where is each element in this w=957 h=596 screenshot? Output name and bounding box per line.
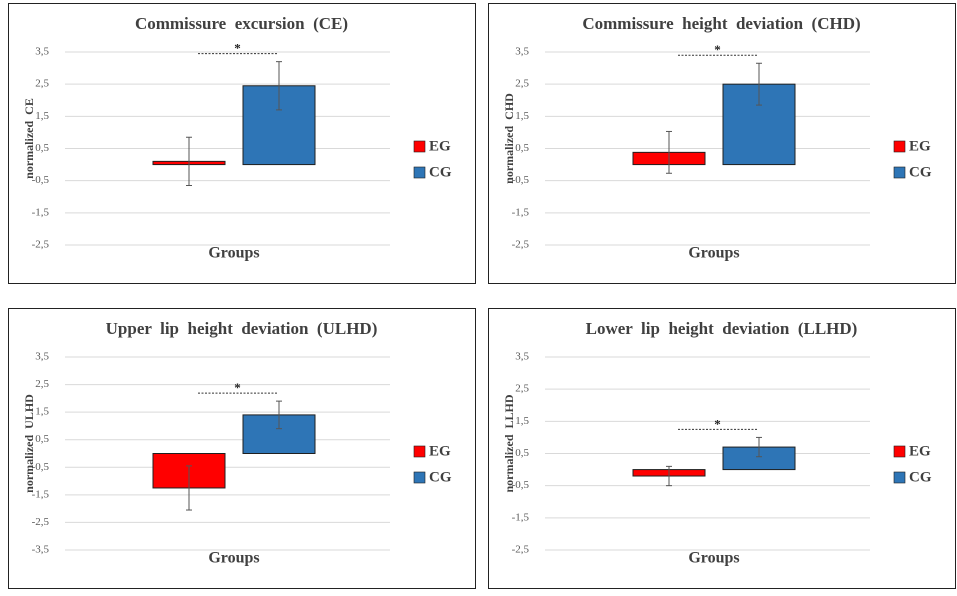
legend-swatch — [413, 471, 426, 484]
y-tick-label: 2,5 — [35, 78, 49, 90]
significance-star: * — [714, 416, 721, 431]
legend-swatch — [893, 445, 906, 458]
y-tick-label: -0,5 — [32, 174, 50, 186]
error-bar — [276, 61, 282, 111]
y-tick-label: -2,5 — [512, 544, 530, 556]
chart-panel: Commissure height deviation (CHD) 3,5 2,5 1… — [488, 3, 956, 284]
legend-swatch — [893, 471, 906, 484]
y-tick-label: 1,5 — [35, 406, 49, 418]
x-axis-label: Groups — [688, 550, 739, 567]
y-tick-label: 0,5 — [35, 142, 49, 154]
significance-star: * — [234, 380, 241, 395]
y-tick-label: 1,5 — [35, 110, 49, 122]
error-bar — [276, 400, 282, 430]
legend-label: EG — [429, 138, 451, 154]
y-tick-label: -2,5 — [32, 516, 50, 528]
y-tick-label: 3,5 — [515, 46, 529, 58]
chart-title: Lower lip height deviation (LLHD) — [586, 319, 858, 338]
legend-label: EG — [909, 443, 931, 459]
legend-label: CG — [909, 469, 932, 485]
y-axis-label: normalized LLHD — [502, 394, 516, 492]
panel-border — [488, 308, 956, 589]
y-tick-label: -1,5 — [32, 206, 50, 218]
error-bar — [186, 136, 192, 186]
y-tick-label: 2,5 — [35, 378, 49, 390]
y-axis-label: normalized CE — [22, 98, 36, 179]
chart-panel: Upper lip height deviation (ULHD) 3,5 2,5 1… — [8, 308, 476, 589]
panel-border — [8, 3, 476, 284]
legend-swatch — [413, 166, 426, 179]
y-tick-label: -0,5 — [512, 479, 530, 491]
y-tick-label: 2,5 — [515, 383, 529, 395]
legend-swatch — [413, 140, 426, 153]
y-axis-label: normalized CHD — [502, 93, 516, 184]
y-tick-label: 3,5 — [515, 351, 529, 363]
y-tick-label: 3,5 — [35, 46, 49, 58]
legend-label: CG — [909, 164, 932, 180]
y-tick-label: -2,5 — [32, 239, 50, 251]
x-axis-label: Groups — [688, 245, 739, 262]
x-axis-label: Groups — [208, 245, 259, 262]
error-bar — [666, 130, 672, 174]
significance-star: * — [234, 41, 241, 56]
y-tick-label: -2,5 — [512, 239, 530, 251]
y-tick-label: 1,5 — [515, 415, 529, 427]
error-bar — [756, 62, 762, 106]
y-tick-label: -0,5 — [512, 174, 530, 186]
legend-swatch — [413, 445, 426, 458]
legend-label: EG — [909, 138, 931, 154]
y-axis-label: normalized ULHD — [22, 394, 36, 493]
chart-title: Upper lip height deviation (ULHD) — [106, 319, 378, 338]
x-axis-label: Groups — [208, 550, 259, 567]
y-tick-label: 1,5 — [515, 110, 529, 122]
error-bar — [666, 465, 672, 487]
error-bar — [756, 436, 762, 458]
legend-label: EG — [429, 443, 451, 459]
y-tick-label: -0,5 — [32, 461, 50, 473]
y-tick-label: -3,5 — [32, 544, 50, 556]
chart-title: Commissure excursion (CE) — [135, 14, 348, 33]
chart-panel: Lower lip height deviation (LLHD) 3,5 2,5 1… — [488, 308, 956, 589]
y-tick-label: -1,5 — [512, 511, 530, 523]
chart-panel: Commissure excursion (CE) 3,5 2,5 1,5 0,5 -0,… — [8, 3, 476, 284]
panel-border — [488, 3, 956, 284]
y-tick-label: -1,5 — [32, 488, 50, 500]
legend-label: CG — [429, 164, 452, 180]
error-bar — [186, 465, 192, 511]
y-tick-label: 0,5 — [515, 447, 529, 459]
y-tick-label: -1,5 — [512, 206, 530, 218]
y-tick-label: 3,5 — [35, 351, 49, 363]
legend-swatch — [893, 140, 906, 153]
panel-border — [8, 308, 476, 589]
y-tick-label: 2,5 — [515, 78, 529, 90]
chart-title: Commissure height deviation (CHD) — [582, 14, 860, 33]
legend-swatch — [893, 166, 906, 179]
legend-label: CG — [429, 469, 452, 485]
y-tick-label: 0,5 — [515, 142, 529, 154]
significance-star: * — [714, 42, 721, 57]
y-tick-label: 0,5 — [35, 433, 49, 445]
